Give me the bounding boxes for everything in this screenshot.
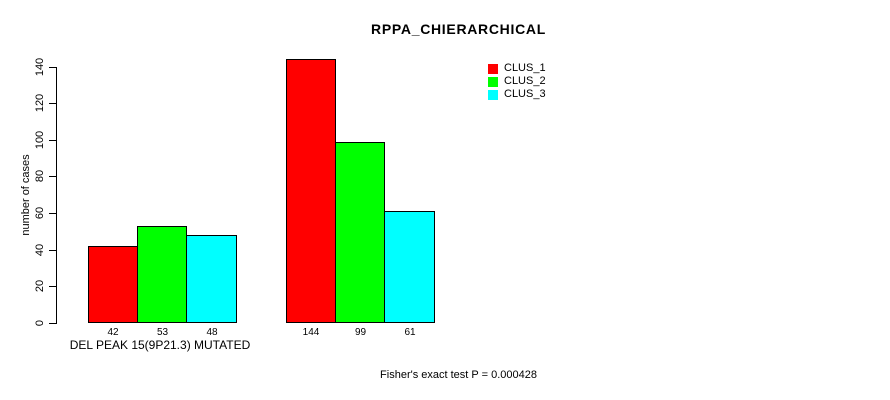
legend-item: CLUS_1 [488,62,546,75]
y-axis-title: number of cases [20,154,32,236]
bar [137,226,187,323]
x-axis-group-label: DEL PEAK 15(9P21.3) MUTATED [69,338,251,352]
y-axis-tick [49,250,56,251]
bar [384,211,435,323]
bar-value-label: 61 [404,327,416,338]
bar-value-label: 99 [354,327,367,338]
legend-item: CLUS_2 [488,75,546,88]
y-axis-tick-label: 20 [34,279,46,293]
bar [335,142,385,323]
legend-swatch-icon [488,76,498,87]
y-axis-tick-label: 140 [34,57,46,77]
bar [186,235,237,323]
bar [88,246,138,323]
legend-swatch-icon [488,63,498,74]
y-axis-tick [49,67,56,68]
y-axis-tick-label: 60 [34,206,46,220]
bar [286,59,336,323]
y-axis-tick [49,213,56,214]
y-axis-tick-label: 100 [34,130,46,150]
y-axis-tick-label: 0 [34,319,46,327]
bar-value-label: 48 [206,327,218,338]
bar-value-label: 42 [107,327,119,338]
y-axis-tick [49,176,56,177]
y-axis-tick [49,140,56,141]
legend-label: CLUS_2 [504,75,546,87]
legend-label: CLUS_3 [504,88,546,100]
chart-title: RPPA_CHIERARCHICAL [371,21,546,37]
legend: CLUS_1 CLUS_2 CLUS_3 [488,62,546,101]
y-axis-tick-label: 80 [34,169,46,183]
legend-swatch-icon [488,89,498,100]
y-axis-line [56,67,57,324]
y-axis-tick-label: 40 [34,243,46,257]
y-axis-tick-label: 120 [34,93,46,113]
y-axis-tick [49,103,56,104]
legend-label: CLUS_1 [504,62,546,74]
y-axis-tick [49,323,56,324]
y-axis-tick [49,286,56,287]
bar-value-label: 144 [302,327,320,338]
bar-value-label: 53 [156,327,169,338]
legend-item: CLUS_3 [488,88,546,101]
annotation-text: Fisher's exact test P = 0.000428 [380,369,537,381]
